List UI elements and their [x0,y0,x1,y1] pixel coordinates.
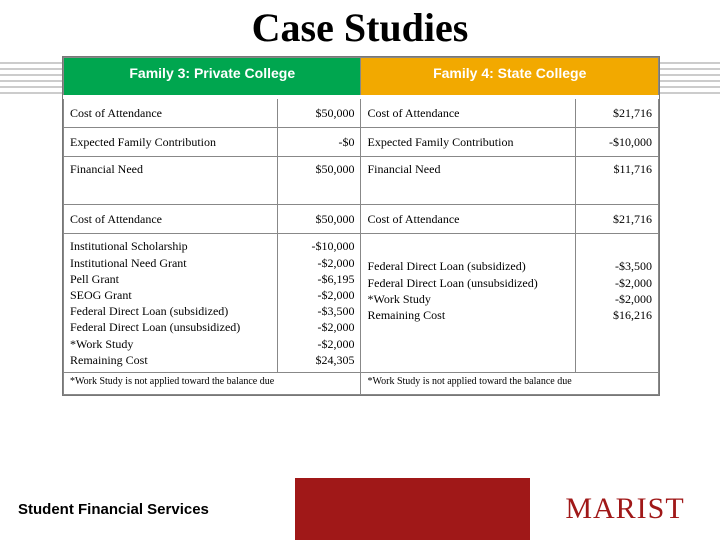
table-row: Cost of Attendance $50,000 Cost of Atten… [64,205,659,234]
header-family-4: Family 4: State College [361,58,659,97]
label: Expected Family Contribution [64,128,278,157]
left-breakdown-labels: Institutional Scholarship Institutional … [64,234,278,373]
value: $50,000 [278,97,361,128]
header-family-3: Family 3: Private College [64,58,361,97]
value: -$0 [278,128,361,157]
case-studies-table: Family 3: Private College Family 4: Stat… [62,56,660,396]
footnote-left: *Work Study is not applied toward the ba… [64,372,361,395]
value: $50,000 [278,205,361,234]
slide-title: Case Studies [0,4,720,51]
label: Cost of Attendance [361,97,575,128]
table-row: Expected Family Contribution -$0 Expecte… [64,128,659,157]
brand-logo-text: MARIST [565,492,684,526]
footnote-right: *Work Study is not applied toward the ba… [361,372,659,395]
footer-right-box: MARIST [530,478,720,540]
footer-left-box: Student Financial Services [0,478,295,540]
label: Expected Family Contribution [361,128,575,157]
right-breakdown-labels: Federal Direct Loan (subsidized) Federal… [361,234,575,373]
table-row-footnote: *Work Study is not applied toward the ba… [64,372,659,395]
left-breakdown-values: -$10,000 -$2,000 -$6,195 -$2,000 -$3,500… [278,234,361,373]
value: $21,716 [575,97,658,128]
value: $21,716 [575,205,658,234]
footer-left-text: Student Financial Services [18,501,209,518]
table-row-breakdown: Institutional Scholarship Institutional … [64,234,659,373]
table-row: Financial Need $50,000 Financial Need $1… [64,157,659,205]
right-breakdown-values: -$3,500 -$2,000 -$2,000 $16,216 [575,234,658,373]
value: -$10,000 [575,128,658,157]
label: Cost of Attendance [64,97,278,128]
label: Financial Need [64,157,278,205]
label: Financial Need [361,157,575,205]
value: $11,716 [575,157,658,205]
label: Cost of Attendance [64,205,278,234]
table-header-row: Family 3: Private College Family 4: Stat… [64,58,659,97]
value: $50,000 [278,157,361,205]
label: Cost of Attendance [361,205,575,234]
table-row: Cost of Attendance $50,000 Cost of Atten… [64,97,659,128]
